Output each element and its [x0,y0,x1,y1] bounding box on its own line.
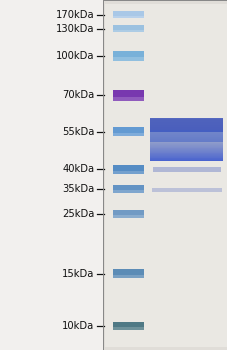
Bar [113,16,144,18]
Bar [113,51,144,61]
Bar [150,136,222,138]
Bar [113,190,144,193]
Bar [113,11,144,18]
Bar [150,160,222,161]
Text: 40kDa: 40kDa [62,164,94,174]
Bar [113,171,144,174]
Bar [113,97,144,101]
Bar [113,322,144,330]
Bar [113,216,144,218]
Bar [150,131,222,132]
Bar [153,167,220,172]
Bar [150,159,222,160]
Bar [150,148,222,149]
Bar [150,126,222,127]
Bar [102,0,227,350]
Bar [150,130,222,142]
Text: 55kDa: 55kDa [62,127,94,136]
Bar [150,118,222,132]
Bar [113,57,144,61]
Bar [113,185,144,193]
Bar [150,133,222,134]
Bar [113,90,144,101]
Bar [150,144,222,145]
Bar [150,140,222,141]
Bar [150,147,222,148]
Bar [113,165,144,174]
Bar [150,135,222,136]
Bar [150,124,222,125]
Bar [104,4,227,346]
Bar [150,154,222,155]
Bar [150,152,222,153]
Bar [150,139,222,140]
Bar [150,122,222,123]
Bar [150,153,222,154]
Text: 170kDa: 170kDa [56,10,94,20]
Bar [150,120,222,121]
Text: 15kDa: 15kDa [62,269,94,279]
Bar [150,155,222,156]
Bar [150,128,222,129]
Bar [113,133,144,136]
Text: 70kDa: 70kDa [62,90,94,100]
Bar [150,149,222,150]
Bar [150,158,222,159]
Bar [150,134,222,135]
Bar [150,138,222,139]
Bar [113,210,144,218]
Bar [113,127,144,136]
Bar [150,129,222,130]
Bar [150,127,222,128]
Bar [150,125,222,126]
Bar [113,269,144,278]
Bar [102,0,227,350]
Bar [152,188,221,193]
Bar [150,150,222,151]
Bar [150,130,222,131]
Bar [150,121,222,122]
Bar [150,141,222,142]
Text: 25kDa: 25kDa [62,209,94,219]
Bar [150,156,222,157]
Text: 100kDa: 100kDa [56,51,94,61]
Text: 130kDa: 130kDa [56,24,94,34]
Bar [113,30,144,32]
Bar [150,145,222,146]
Bar [150,132,222,133]
Bar [150,123,222,124]
Bar [113,275,144,278]
Bar [150,151,222,152]
Bar [150,146,222,147]
Text: 10kDa: 10kDa [62,321,94,331]
Bar [113,25,144,32]
Bar [113,328,144,330]
Bar [150,157,222,158]
Bar [150,142,222,144]
Bar [150,119,222,120]
Text: 35kDa: 35kDa [62,184,94,194]
